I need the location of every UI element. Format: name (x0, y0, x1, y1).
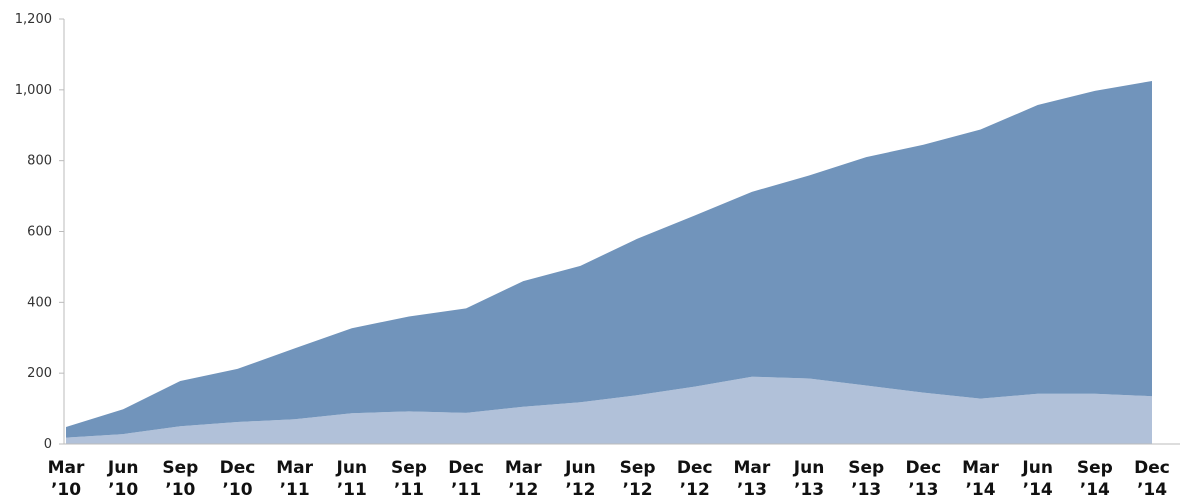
x-tick-year: ’11 (451, 480, 481, 500)
x-tick-month: Sep (848, 458, 884, 478)
x-tick-year: ’11 (394, 480, 424, 500)
x-tick-month: Jun (1021, 458, 1053, 478)
x-tick-month: Mar (962, 458, 999, 478)
x-tick-year: ’10 (108, 480, 138, 500)
x-tick-year: ’13 (794, 480, 824, 500)
x-tick-label: Sep ’13 (848, 458, 884, 500)
x-tick-year: ’10 (51, 480, 81, 500)
x-tick-label: Mar ’11 (276, 458, 313, 500)
x-tick-month: Mar (48, 458, 85, 478)
x-tick-month: Jun (107, 458, 139, 478)
area-series-2 (66, 80, 1152, 438)
x-tick-year: ’12 (508, 480, 538, 500)
area-series-1 (66, 376, 1152, 444)
x-tick-label: Mar ’12 (505, 458, 542, 500)
x-tick-month: Mar (734, 458, 771, 478)
x-tick-label: Jun ’14 (1021, 458, 1053, 500)
x-tick-year: ’13 (908, 480, 938, 500)
x-tick-label: Sep ’11 (391, 458, 427, 500)
y-axis-ticks: 0 200 400 600 800 1,000 1,200 (15, 12, 64, 452)
y-tick-label: 200 (27, 366, 52, 381)
x-tick-month: Jun (564, 458, 596, 478)
x-tick-month: Dec (1134, 458, 1170, 478)
plot-area (66, 80, 1152, 444)
x-tick-month: Jun (793, 458, 825, 478)
x-tick-year: ’11 (337, 480, 367, 500)
y-tick-label: 1,200 (15, 12, 52, 27)
y-tick-label: 0 (44, 437, 52, 452)
x-tick-label: Dec ’13 (906, 458, 942, 500)
x-tick-month: Mar (276, 458, 313, 478)
x-tick-label: Jun ’13 (793, 458, 825, 500)
x-tick-label: Sep ’12 (620, 458, 656, 500)
y-tick-label: 400 (27, 295, 52, 310)
x-tick-year: ’12 (680, 480, 710, 500)
x-tick-year: ’11 (280, 480, 310, 500)
x-tick-year: ’12 (623, 480, 653, 500)
x-tick-month: Mar (505, 458, 542, 478)
x-tick-month: Sep (1077, 458, 1113, 478)
x-tick-label: Dec ’11 (448, 458, 484, 500)
x-tick-label: Jun ’12 (564, 458, 596, 500)
x-tick-month: Dec (677, 458, 713, 478)
y-tick-label: 800 (27, 154, 52, 169)
x-tick-year: ’14 (1080, 480, 1110, 500)
x-tick-month: Dec (220, 458, 256, 478)
x-tick-label: Mar ’13 (734, 458, 771, 500)
x-tick-month: Dec (448, 458, 484, 478)
x-tick-month: Sep (391, 458, 427, 478)
x-tick-month: Jun (336, 458, 368, 478)
x-tick-label: Dec ’12 (677, 458, 713, 500)
x-tick-month: Sep (162, 458, 198, 478)
x-tick-year: ’12 (565, 480, 595, 500)
x-tick-label: Mar ’14 (962, 458, 999, 500)
x-tick-label: Jun ’11 (336, 458, 368, 500)
x-tick-year: ’13 (851, 480, 881, 500)
x-tick-label: Sep ’14 (1077, 458, 1113, 500)
x-tick-label: Dec ’14 (1134, 458, 1170, 500)
x-tick-year: ’14 (1023, 480, 1053, 500)
x-tick-label: Sep ’10 (162, 458, 198, 500)
x-tick-month: Dec (906, 458, 942, 478)
x-tick-year: ’14 (1137, 480, 1167, 500)
x-tick-label: Dec ’10 (220, 458, 256, 500)
y-tick-label: 1,000 (15, 83, 52, 98)
x-tick-label: Mar ’10 (48, 458, 85, 500)
y-tick-label: 600 (27, 225, 52, 240)
x-tick-year: ’10 (222, 480, 252, 500)
x-tick-year: ’10 (165, 480, 195, 500)
x-tick-year: ’14 (965, 480, 995, 500)
x-tick-year: ’13 (737, 480, 767, 500)
x-tick-label: Jun ’10 (107, 458, 139, 500)
x-tick-month: Sep (620, 458, 656, 478)
